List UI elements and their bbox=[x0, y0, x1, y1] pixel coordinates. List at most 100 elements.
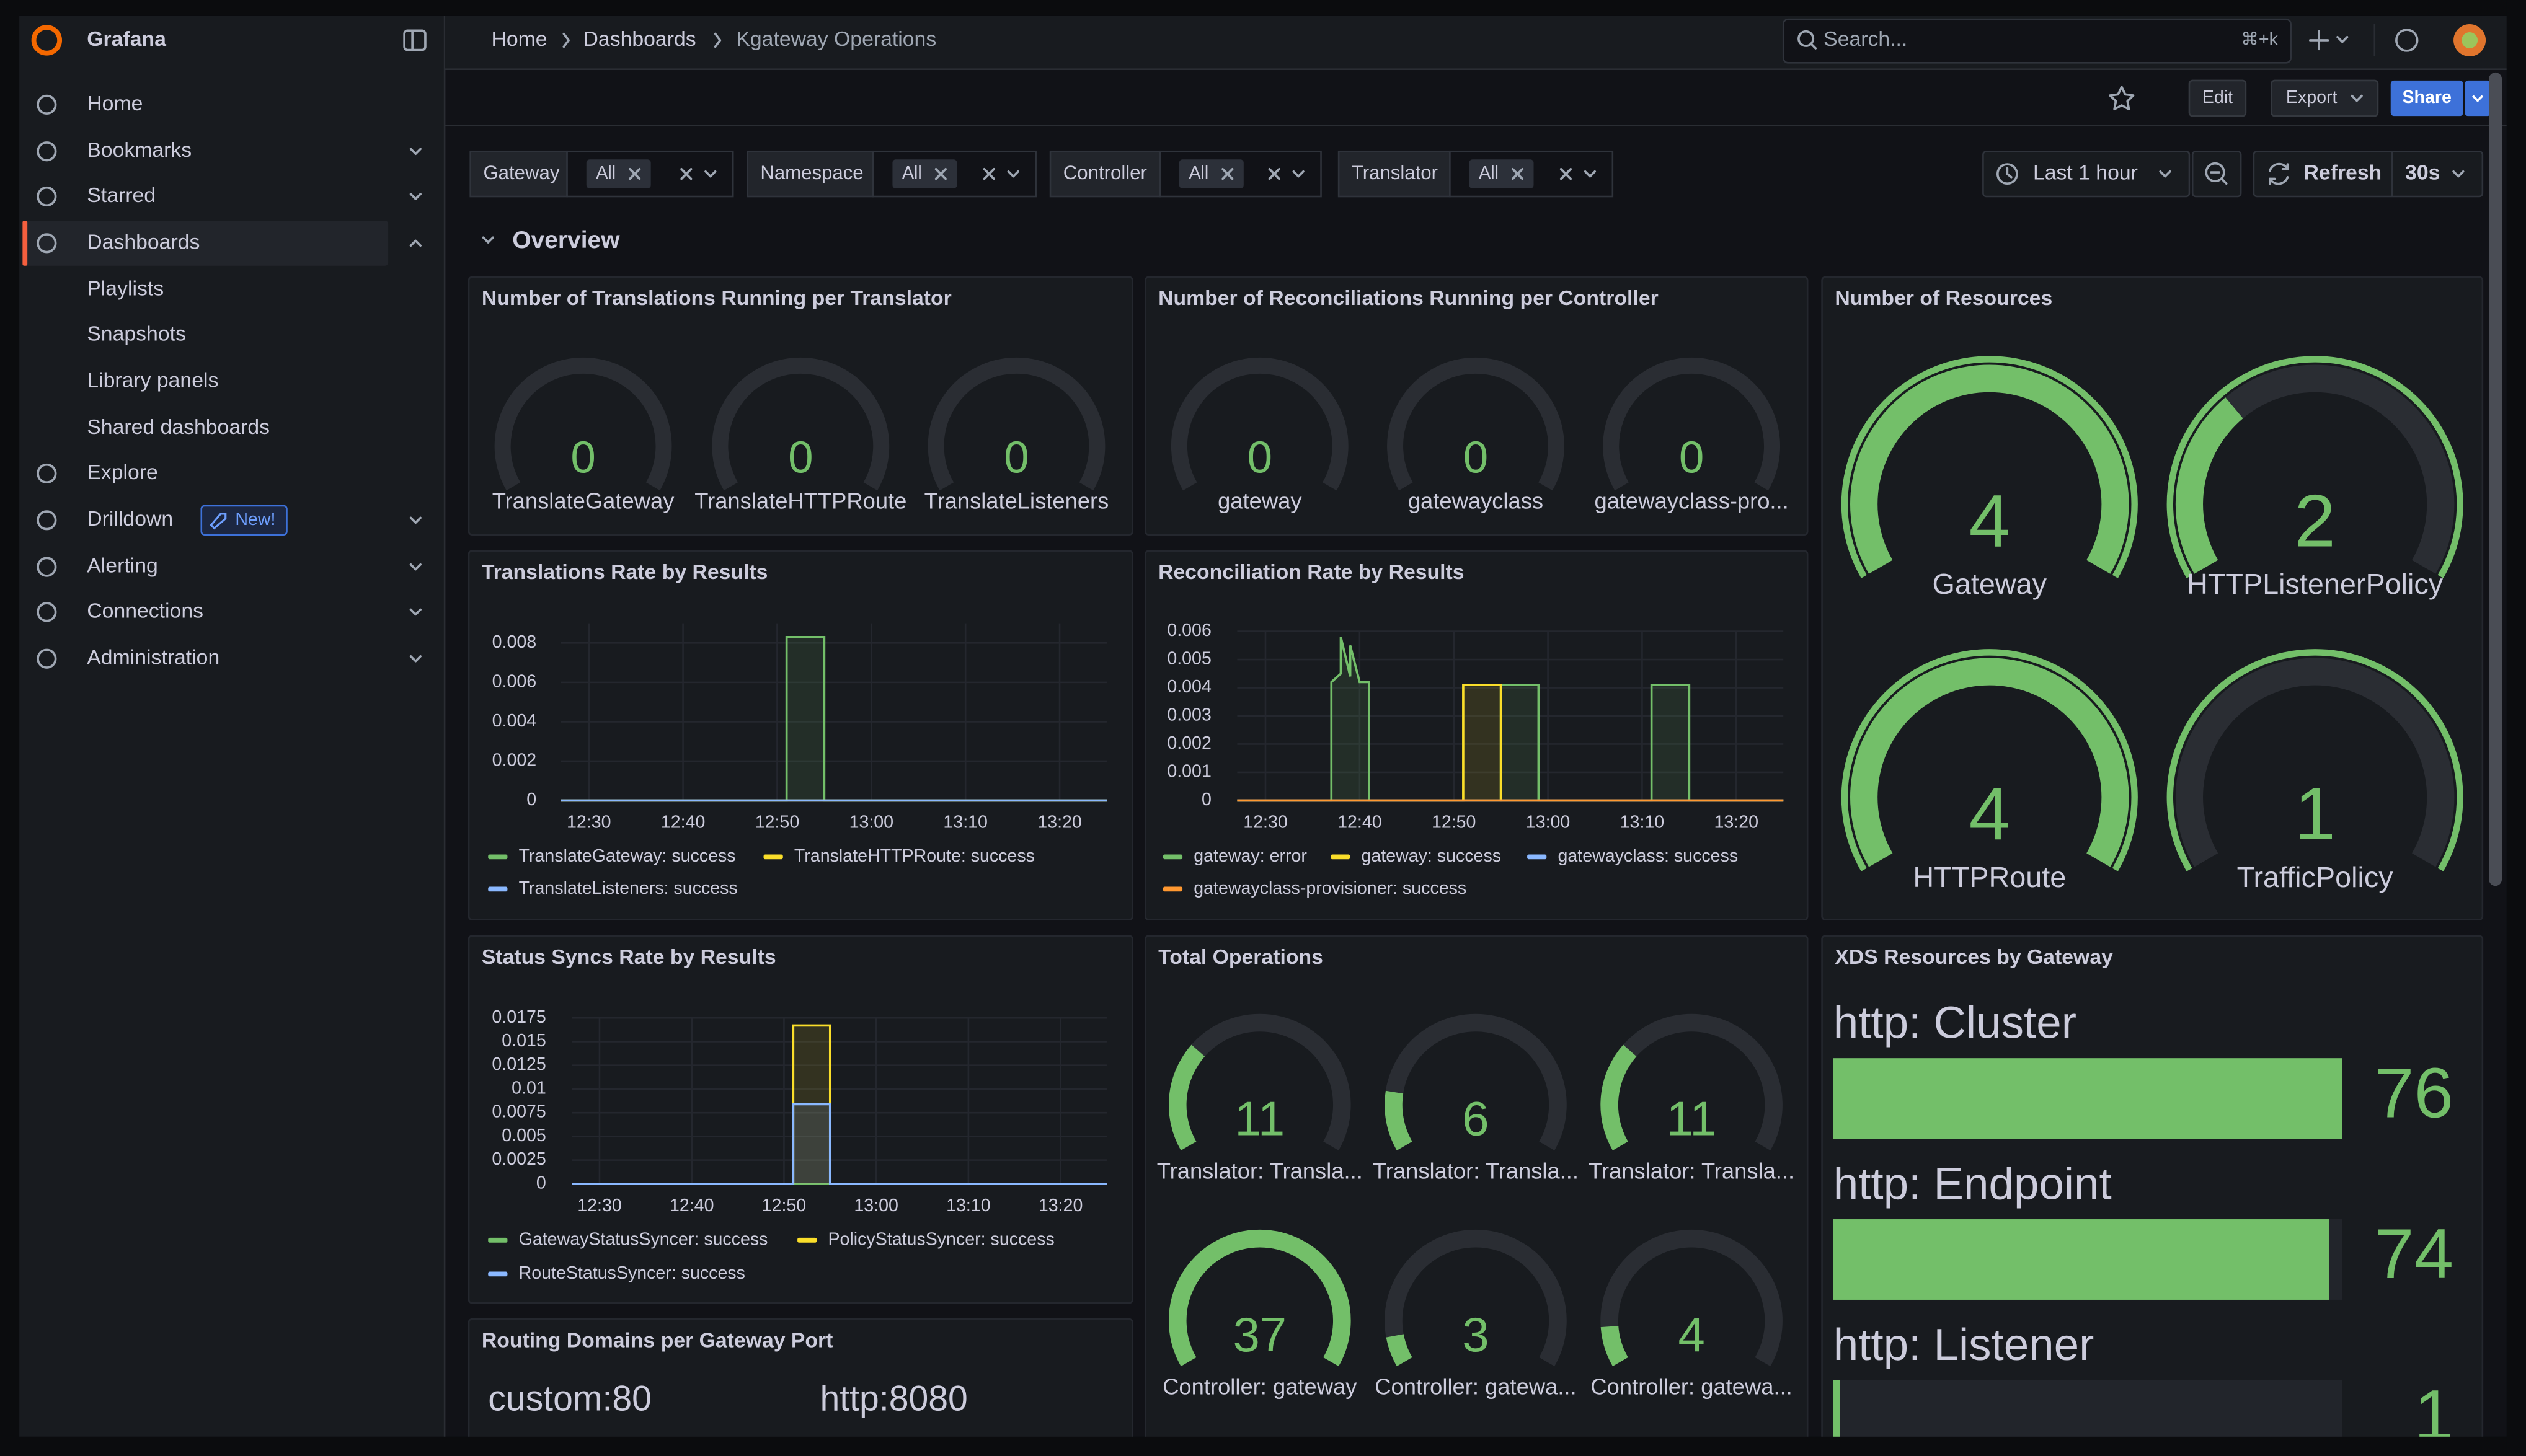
gauge-fill bbox=[1600, 1325, 1628, 1367]
y-tick-label: 0.005 bbox=[502, 1126, 546, 1145]
clear-icon[interactable] bbox=[680, 168, 693, 180]
nav-item[interactable]: Playlists bbox=[87, 277, 164, 301]
chip-remove[interactable] bbox=[1511, 168, 1524, 180]
export-button[interactable] bbox=[2271, 79, 2379, 117]
clear-icon[interactable] bbox=[983, 168, 995, 180]
refresh-label: Refresh bbox=[2303, 161, 2382, 185]
breadcrumb[interactable]: Home bbox=[491, 27, 547, 51]
chip-remove[interactable] bbox=[1221, 168, 1234, 180]
gauge-value: 0 bbox=[1004, 432, 1029, 482]
x-tick-label: 13:20 bbox=[1039, 1196, 1083, 1216]
chevron bbox=[704, 170, 717, 178]
panel-title[interactable]: Number of Resources bbox=[1835, 286, 2052, 310]
stat-value: custom:80 bbox=[488, 1379, 652, 1419]
nav-item[interactable]: Home bbox=[87, 92, 143, 115]
nav-icon bbox=[37, 602, 57, 622]
nav-item[interactable]: Connections bbox=[87, 599, 203, 622]
zoom-out-button[interactable] bbox=[2191, 150, 2242, 198]
panel-title[interactable]: XDS Resources by Gateway bbox=[1835, 945, 2113, 969]
panel-title[interactable]: Number of Reconciliations Running per Co… bbox=[1158, 286, 1659, 310]
clear-icon[interactable] bbox=[1268, 168, 1280, 180]
y-tick-label: 0.002 bbox=[1167, 733, 1212, 753]
gauge-label: Controller: gateway bbox=[1163, 1374, 1357, 1399]
legend-label[interactable]: gateway: success bbox=[1361, 846, 1501, 866]
legend-label[interactable]: TranslateListeners: success bbox=[519, 878, 738, 898]
variable-label: Namespace bbox=[760, 162, 863, 183]
share-button[interactable] bbox=[2390, 80, 2463, 117]
grafana-logo[interactable] bbox=[31, 25, 63, 56]
y-tick-label: 0 bbox=[536, 1173, 546, 1193]
search-icon bbox=[1797, 30, 1815, 47]
legend-swatch bbox=[1331, 854, 1350, 860]
time-range-button[interactable] bbox=[1982, 150, 2191, 198]
legend-label[interactable]: RouteStatusSyncer: success bbox=[519, 1263, 745, 1283]
refresh-interval[interactable]: 30s bbox=[2405, 161, 2440, 185]
series-line bbox=[572, 1103, 1107, 1185]
nav-item[interactable]: Dashboards bbox=[87, 230, 200, 254]
nav-item[interactable]: Library panels bbox=[87, 369, 218, 392]
x-tick-label: 13:00 bbox=[1526, 812, 1571, 832]
variable-value: All bbox=[1479, 163, 1499, 183]
row-chevron[interactable] bbox=[482, 236, 494, 244]
y-tick-label: 0.006 bbox=[492, 671, 537, 691]
gauge-label: Gateway bbox=[1933, 568, 2047, 600]
edit-button[interactable] bbox=[2188, 79, 2247, 117]
legend-label[interactable]: gateway: error bbox=[1194, 846, 1307, 866]
gauge-label: Translator: Transla... bbox=[1157, 1158, 1363, 1183]
breadcrumb[interactable]: Dashboards bbox=[583, 27, 696, 51]
frame-bottom bbox=[0, 1436, 2526, 1456]
legend-label[interactable]: TranslateGateway: success bbox=[519, 846, 736, 866]
refresh-button[interactable] bbox=[2253, 150, 2484, 198]
edit-label: Edit bbox=[2202, 87, 2233, 107]
gauge-threshold bbox=[2166, 649, 2463, 871]
legend-swatch bbox=[488, 886, 508, 892]
legend-label[interactable]: GatewayStatusSyncer: success bbox=[519, 1229, 768, 1249]
new-menu[interactable] bbox=[2309, 30, 2349, 51]
y-tick-label: 0.0025 bbox=[492, 1149, 546, 1169]
gauge-label: HTTPListenerPolicy bbox=[2187, 568, 2444, 600]
panel bbox=[1821, 276, 2484, 921]
zoom-icon-detail bbox=[2210, 171, 2228, 185]
panel-title[interactable]: Reconciliation Rate by Results bbox=[1158, 560, 1464, 584]
nav-item[interactable]: Shared dashboards bbox=[87, 415, 270, 439]
dock-icon[interactable] bbox=[403, 29, 427, 51]
row-title[interactable]: Overview bbox=[512, 227, 620, 254]
panel-title[interactable]: Number of Translations Running per Trans… bbox=[482, 286, 952, 310]
legend-label[interactable]: gatewayclass-provisioner: success bbox=[1194, 878, 1466, 898]
variable-label-box bbox=[469, 150, 568, 198]
chip-remove[interactable] bbox=[934, 168, 947, 180]
nav-item[interactable]: Starred bbox=[87, 183, 156, 207]
share-chevron bbox=[2471, 95, 2484, 102]
chip-remove[interactable] bbox=[629, 168, 641, 180]
nav-item[interactable]: Alerting bbox=[87, 554, 157, 578]
legend-label[interactable]: PolicyStatusSyncer: success bbox=[828, 1229, 1054, 1249]
panel-title[interactable]: Routing Domains per Gateway Port bbox=[482, 1328, 833, 1352]
panel-title[interactable]: Translations Rate by Results bbox=[482, 560, 768, 584]
nav-item[interactable]: Administration bbox=[87, 646, 219, 669]
gauge-label: HTTPRoute bbox=[1913, 861, 2066, 893]
legend-label[interactable]: TranslateHTTPRoute: success bbox=[794, 846, 1035, 866]
nav-item[interactable]: Drilldown bbox=[87, 507, 173, 531]
nav-item[interactable]: Bookmarks bbox=[87, 138, 192, 162]
help-icon[interactable] bbox=[2395, 29, 2419, 52]
panel-title[interactable]: Status Syncs Rate by Results bbox=[482, 945, 776, 969]
nav-expand bbox=[409, 148, 422, 155]
star-button[interactable] bbox=[2109, 86, 2135, 110]
search-box[interactable] bbox=[1782, 18, 2292, 64]
legend-label[interactable]: gatewayclass: success bbox=[1558, 846, 1738, 866]
share-dropdown[interactable] bbox=[2465, 80, 2491, 117]
gauge-track bbox=[494, 357, 672, 491]
scrollbar[interactable] bbox=[2489, 72, 2502, 886]
nav-item[interactable]: Snapshots bbox=[87, 322, 186, 345]
nav-item[interactable]: Explore bbox=[87, 461, 157, 484]
gauge-fill bbox=[2175, 397, 2243, 574]
x-tick-label: 12:50 bbox=[755, 812, 800, 832]
panel-title[interactable]: Total Operations bbox=[1158, 945, 1323, 969]
nav-icon bbox=[37, 186, 57, 207]
interval-chevron bbox=[2452, 170, 2465, 178]
gauge-label: gatewayclass-pro... bbox=[1595, 488, 1789, 513]
clear-icon[interactable] bbox=[1559, 168, 1572, 180]
x-tick-label: 12:50 bbox=[1432, 812, 1476, 832]
gauge-value: 11 bbox=[1234, 1092, 1285, 1146]
